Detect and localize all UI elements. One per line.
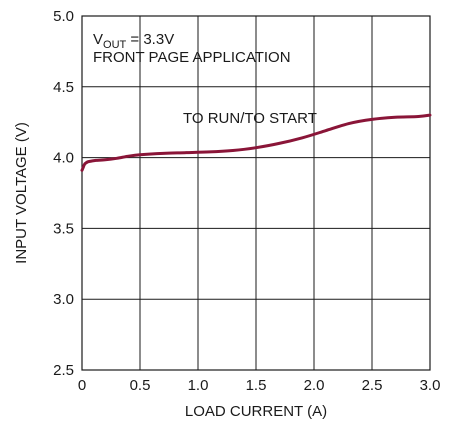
y-tick-label: 5.0 xyxy=(53,8,74,25)
y-tick-label: 4.5 xyxy=(53,79,74,96)
application-annotation: FRONT PAGE APPLICATION xyxy=(93,49,291,66)
y-tick-label: 4.0 xyxy=(53,150,74,167)
y-axis-label: INPUT VOLTAGE (V) xyxy=(13,122,30,264)
x-axis-ticks: 0 0.5 1.0 1.5 2.0 2.5 3.0 xyxy=(78,377,441,394)
y-axis-ticks: 2.5 3.0 3.5 4.0 4.5 5.0 xyxy=(53,8,74,379)
vout-annotation: VOUT = 3.3V xyxy=(93,31,174,51)
y-tick-label: 3.0 xyxy=(53,291,74,308)
x-tick-label: 2.0 xyxy=(304,377,325,394)
x-axis-label: LOAD CURRENT (A) xyxy=(185,403,327,420)
y-tick-label: 3.5 xyxy=(53,220,74,237)
y-tick-label: 2.5 xyxy=(53,362,74,379)
grid xyxy=(82,16,430,370)
series-line xyxy=(80,113,432,172)
plot-frame xyxy=(81,15,431,371)
x-tick-label: 1.5 xyxy=(246,377,267,394)
x-tick-label: 3.0 xyxy=(420,377,441,394)
curve-label: TO RUN/TO START xyxy=(183,110,317,127)
x-tick-label: 0 xyxy=(78,377,86,394)
x-tick-label: 2.5 xyxy=(362,377,383,394)
x-tick-label: 0.5 xyxy=(130,377,151,394)
x-tick-label: 1.0 xyxy=(188,377,209,394)
